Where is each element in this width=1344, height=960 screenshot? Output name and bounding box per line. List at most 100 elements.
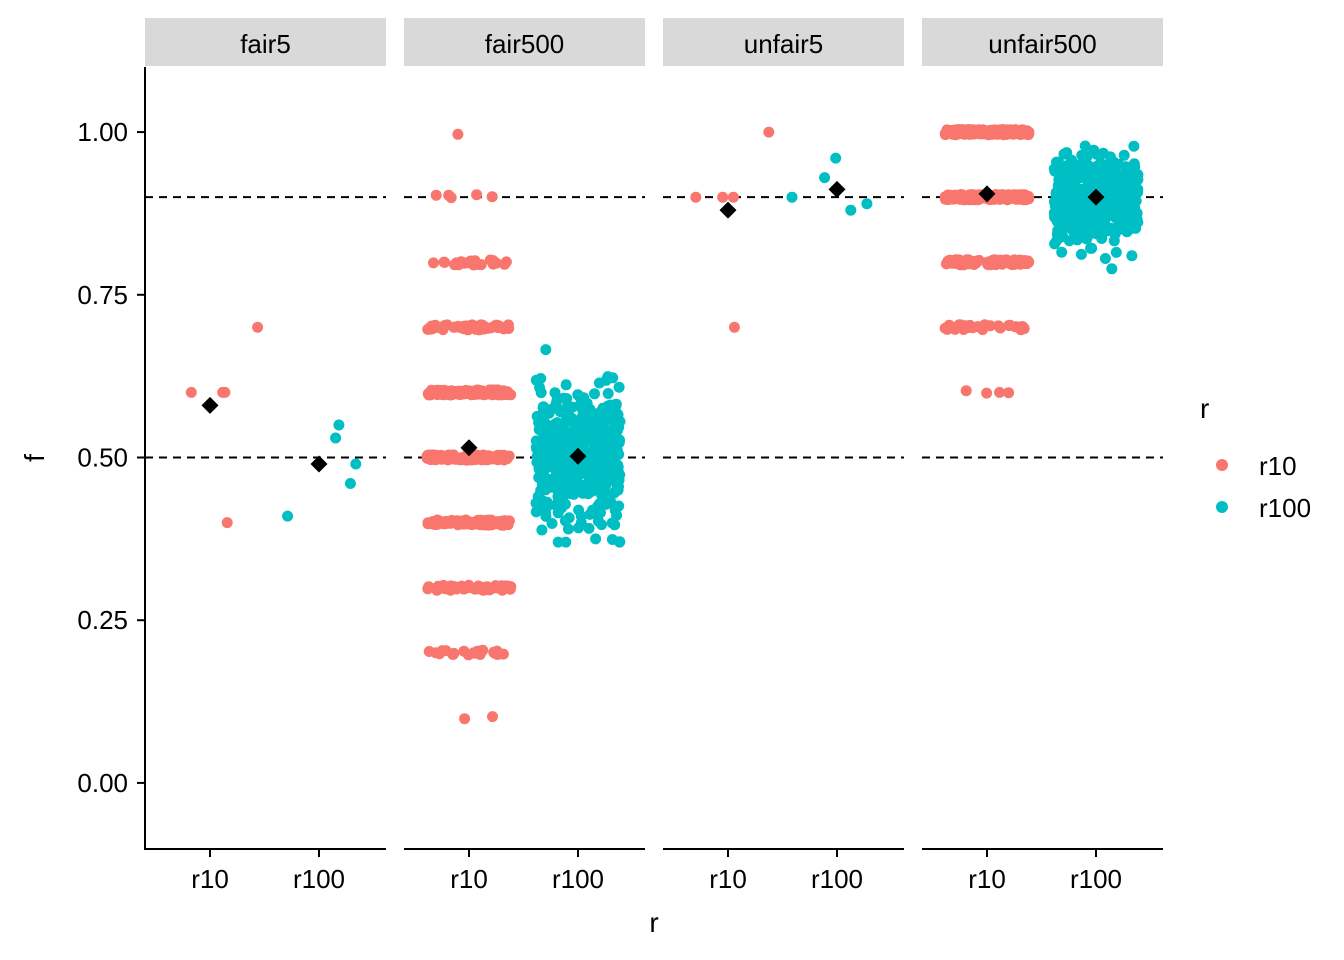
mean-marker: [569, 447, 587, 465]
data-point-r10: [456, 386, 467, 398]
data-point-r10: [425, 454, 437, 466]
data-point-r100: [1070, 168, 1082, 180]
legend-title: r: [1200, 393, 1209, 424]
data-point-r10: [449, 259, 461, 271]
data-point-r10: [728, 321, 740, 333]
data-point-r10: [486, 191, 498, 203]
data-point-r100: [1081, 171, 1093, 182]
data-point-r10: [430, 189, 442, 201]
y-tick-label: 0.25: [77, 605, 128, 635]
data-point-r100: [534, 382, 546, 394]
data-point-r10: [487, 711, 498, 723]
facet-label: fair5: [240, 29, 291, 59]
legend-label: r10: [1259, 451, 1297, 481]
data-point-r100: [282, 510, 294, 522]
x-tick-label: r100: [293, 864, 345, 894]
data-point-r10: [944, 320, 956, 332]
data-point-r100: [540, 484, 551, 496]
data-point-r100: [602, 405, 614, 417]
data-point-r100: [593, 377, 605, 389]
data-point-r10: [488, 388, 500, 400]
mean-marker: [978, 185, 996, 203]
data-point-r100: [819, 172, 831, 184]
data-point-r10: [459, 713, 471, 725]
data-point-r10: [471, 189, 483, 201]
data-point-r100: [607, 372, 619, 384]
data-point-r100: [591, 408, 603, 420]
data-point-r10: [465, 519, 477, 530]
facets-layer: fair5 r10 r100 fair500 r10 r100 unfair5 r10 r100…: [145, 18, 1163, 894]
data-point-r10: [447, 582, 459, 594]
data-point-r100: [1126, 250, 1138, 262]
data-point-r10: [428, 257, 439, 269]
data-point-r100: [614, 536, 626, 548]
data-point-r10: [1006, 259, 1018, 271]
facet-unfair5: unfair5 r10 r100: [663, 18, 904, 894]
data-point-r10: [489, 647, 501, 659]
data-point-r100: [583, 522, 595, 534]
data-point-r10: [967, 124, 979, 136]
data-point-r10: [433, 452, 445, 463]
data-point-r100: [567, 401, 579, 413]
data-point-r100: [333, 419, 345, 431]
data-point-r100: [330, 432, 342, 444]
data-point-r10: [964, 191, 976, 203]
data-point-r100: [598, 494, 610, 505]
data-point-r100: [1058, 188, 1070, 200]
data-point-r10: [473, 259, 485, 270]
data-point-r10: [456, 515, 468, 527]
data-point-r100: [539, 439, 550, 451]
data-point-r100: [1106, 263, 1118, 275]
y-tick-label: 0.75: [77, 280, 128, 310]
x-tick-label: r10: [968, 864, 1006, 894]
data-point-r10: [1015, 324, 1027, 336]
mean-marker: [460, 439, 478, 457]
data-point-r100: [1121, 223, 1133, 235]
data-point-r100: [1099, 253, 1111, 264]
data-point-r100: [344, 478, 356, 489]
data-point-r100: [530, 506, 542, 518]
data-point-r10: [978, 321, 990, 333]
data-point-r10: [499, 581, 511, 593]
y-axis: 0.00 0.25 0.50 0.75 1.00: [77, 67, 146, 850]
x-axis-label: r: [649, 907, 658, 938]
data-point-r10: [981, 387, 993, 399]
data-point-r100: [587, 485, 599, 497]
data-point-r100: [554, 406, 566, 418]
data-point-r100: [1066, 154, 1077, 166]
data-point-r100: [589, 388, 600, 400]
data-point-r10: [438, 256, 450, 268]
data-point-r100: [577, 404, 589, 416]
data-point-r10: [942, 194, 954, 205]
mean-marker: [719, 201, 737, 219]
data-point-r10: [962, 255, 974, 267]
data-point-r100: [541, 496, 553, 508]
data-point-r100: [541, 450, 553, 461]
mean-marker: [828, 180, 846, 198]
data-point-r100: [558, 392, 570, 404]
data-point-r100: [1127, 210, 1139, 222]
data-point-r100: [1064, 209, 1076, 221]
x-tick-label: r10: [709, 864, 747, 894]
data-point-r10: [982, 129, 994, 141]
data-point-r10: [185, 386, 197, 398]
data-point-r100: [583, 435, 595, 447]
data-point-r100: [563, 512, 575, 524]
data-point-r100: [1129, 161, 1141, 173]
data-point-r100: [612, 459, 624, 471]
data-point-r10: [462, 324, 474, 336]
data-point-r100: [597, 454, 609, 466]
data-point-r100: [570, 468, 582, 480]
data-point-r100: [549, 387, 561, 399]
mean-marker: [310, 455, 328, 473]
data-point-r10: [503, 450, 515, 462]
data-point-r100: [1118, 149, 1130, 161]
data-point-r10: [448, 321, 460, 333]
data-point-r100: [572, 478, 584, 490]
data-point-r100: [350, 458, 362, 470]
data-point-r100: [1052, 196, 1064, 208]
data-point-r100: [592, 509, 604, 521]
data-point-r10: [1003, 387, 1015, 399]
data-point-r10: [993, 320, 1004, 332]
